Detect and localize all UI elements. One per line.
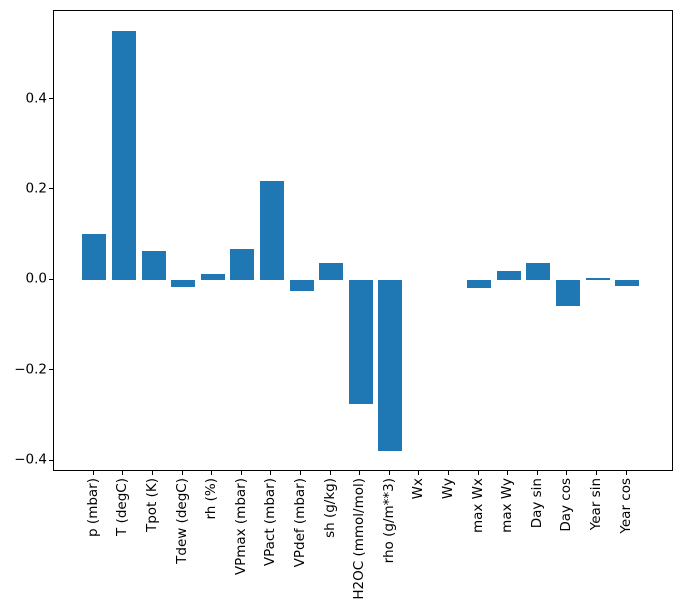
y-tick-mark (49, 459, 53, 461)
x-tick-label-text: Wy (440, 478, 457, 500)
bar-2 (141, 250, 166, 281)
x-tick-mark (122, 471, 124, 475)
x-tick-label: VPdef (mbar) (287, 478, 315, 567)
bar-6 (259, 180, 284, 281)
bar-0 (82, 234, 107, 281)
x-tick-label-text: rh (%) (203, 478, 220, 520)
x-tick-label: Tpot (K) (139, 478, 167, 532)
bar-14 (496, 270, 521, 281)
x-tick-mark (566, 471, 568, 475)
x-tick-label: H2OC (mmol/mol) (346, 478, 374, 600)
x-tick-label-text: Tpot (K) (144, 478, 161, 533)
x-tick-label-text: rho (g/m**3) (380, 478, 397, 564)
bar-9 (348, 280, 373, 404)
x-tick-label: Tdew (degC) (168, 478, 196, 564)
x-tick-label-text: H2OC (mmol/mol) (351, 478, 368, 600)
x-tick-mark (270, 471, 272, 475)
x-tick-label-text: VPmax (mbar) (232, 478, 249, 576)
x-tick-label: Wy (435, 478, 463, 499)
x-tick-label-text: T (degC) (114, 478, 131, 536)
x-tick-label: rh (%) (198, 478, 226, 520)
bar-18 (615, 280, 640, 287)
y-tick-label: 0.4 (25, 89, 47, 106)
x-tick-label: Day sin (523, 478, 551, 528)
x-tick-label-text: Wx (410, 478, 427, 500)
x-tick-label: rho (g/m**3) (375, 478, 403, 563)
y-tick-label: −0.4 (14, 451, 47, 468)
y-tick-mark (49, 369, 53, 371)
bar-1 (111, 31, 136, 281)
x-tick-label-text: Day sin (528, 478, 545, 529)
y-tick-mark (49, 98, 53, 100)
bar-7 (289, 280, 314, 291)
x-tick-mark (300, 471, 301, 475)
x-tick-mark (211, 471, 213, 475)
x-tick-label: max Wx (464, 478, 492, 533)
y-tick-mark (49, 278, 53, 280)
y-tick-mark (49, 188, 53, 190)
x-tick-mark (181, 471, 183, 475)
x-tick-label-text: sh (g/kg) (321, 478, 338, 538)
x-tick-mark (477, 471, 479, 475)
bar-15 (526, 263, 551, 281)
x-tick-mark (92, 471, 94, 475)
x-tick-mark (448, 471, 449, 475)
y-tick-label: 0.2 (25, 180, 47, 197)
bar-8 (319, 263, 344, 281)
bar-16 (555, 280, 580, 307)
x-tick-label: Wx (405, 478, 433, 499)
x-tick-label: Year sin (583, 478, 611, 530)
x-tick-mark (625, 471, 627, 475)
x-tick-label: max Wy (494, 478, 522, 533)
bar-5 (230, 249, 255, 281)
x-tick-label-text: Day cos (558, 478, 575, 532)
bar-17 (585, 278, 610, 281)
x-tick-label-text: max Wy (499, 478, 516, 533)
y-tick-label: −0.2 (14, 361, 47, 377)
x-tick-mark (329, 471, 331, 475)
y-tick-label: 0.0 (25, 270, 47, 287)
x-tick-mark (152, 471, 153, 475)
x-tick-mark (418, 471, 420, 475)
plot-area (53, 10, 673, 471)
x-tick-label: sh (g/kg) (316, 478, 344, 538)
x-tick-label: T (degC) (109, 478, 137, 536)
x-tick-mark (536, 471, 538, 475)
x-tick-label-text: p (mbar) (84, 478, 101, 537)
x-tick-label: Day cos (553, 478, 581, 532)
x-tick-mark (388, 471, 390, 475)
x-tick-label-text: VPdef (mbar) (292, 478, 309, 568)
x-tick-label-text: Tdew (degC) (173, 478, 190, 564)
x-tick-mark (359, 471, 361, 475)
x-tick-label-text: max Wx (469, 478, 486, 534)
bar-4 (200, 274, 225, 281)
x-tick-label-text: VPact (mbar) (262, 478, 279, 567)
bar-3 (171, 280, 196, 287)
x-tick-label: VPmax (mbar) (227, 478, 255, 575)
x-tick-mark (596, 471, 597, 475)
bar-13 (467, 280, 492, 289)
bar-10 (378, 280, 403, 451)
x-tick-label: p (mbar) (79, 478, 107, 537)
x-tick-label-text: Year sin (588, 478, 605, 531)
x-tick-label: VPact (mbar) (257, 478, 285, 566)
x-tick-label-text: Year cos (617, 478, 634, 534)
x-tick-label: Year cos (612, 478, 640, 534)
x-tick-mark (507, 471, 509, 475)
x-tick-mark (240, 471, 242, 475)
